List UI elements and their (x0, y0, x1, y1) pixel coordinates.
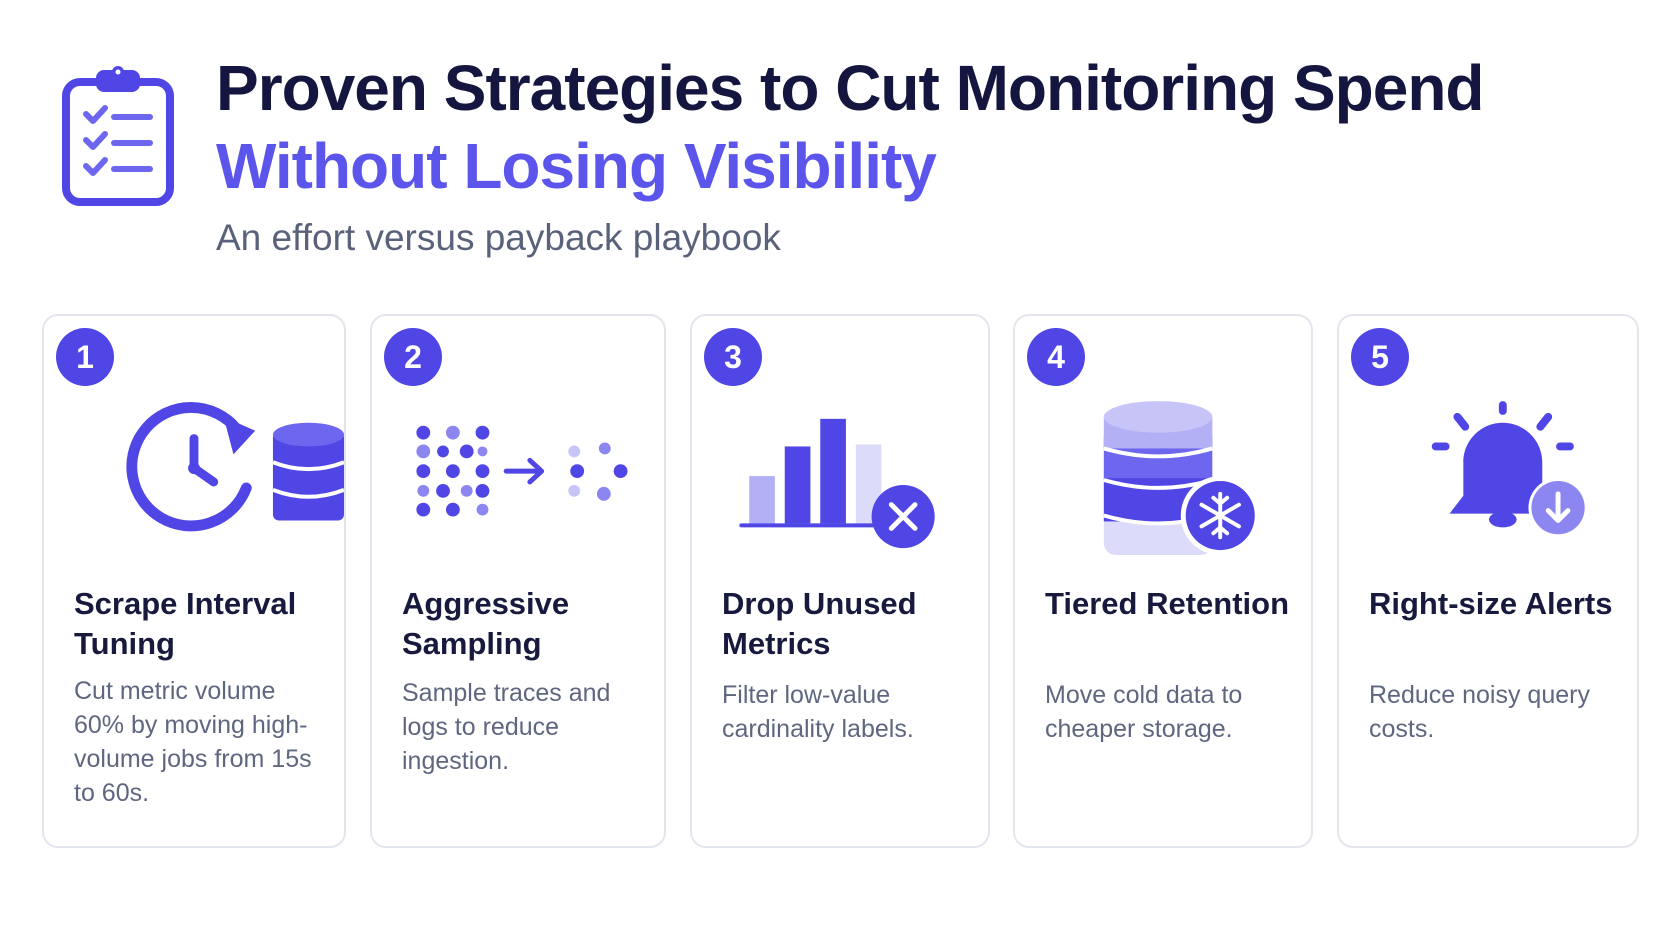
title-line-1: Proven Strategies to Cut Monitoring Spen… (216, 52, 1484, 124)
subtitle: An effort versus payback playbook (216, 217, 781, 258)
card-title: Drop Unused Metrics (722, 586, 917, 661)
sampling-dots-icon (416, 425, 628, 517)
step-number-badge: 2 (384, 328, 442, 386)
bell-down-arrow-icon (1431, 401, 1588, 538)
title-line-2: Without Losing Visibility (216, 130, 937, 202)
checklist-clipboard-icon (62, 66, 174, 206)
strategy-card-4: 4 Tiered Retention Move cold data to che… (1013, 314, 1313, 848)
strategy-card-2: 2 Aggressive Sampling Sample traces and … (370, 314, 666, 848)
card-title: Right-size Alerts (1369, 586, 1613, 621)
card-description: Move cold data to cheaper storage. (1045, 681, 1243, 743)
strategy-card-5: 5 Right-size Alerts Reduce noisy query c… (1337, 314, 1639, 848)
card-title: Tiered Retention (1045, 586, 1290, 621)
step-number-badge: 1 (56, 328, 114, 386)
step-number-badge: 5 (1351, 328, 1409, 386)
card-description: Filter low-value cardinality labels. (722, 681, 914, 743)
step-number-badge: 3 (704, 328, 762, 386)
bar-chart-remove-icon (739, 418, 935, 549)
database-snowflake-icon (1103, 401, 1260, 555)
card-title: Scrape Interval Tuning (74, 586, 297, 661)
clock-refresh-database-icon (126, 402, 344, 532)
card-description: Cut metric volume 60% by moving high-vol… (74, 677, 312, 807)
strategy-card-3: 3 Drop Unused Metrics Filter low-value c… (690, 314, 990, 848)
card-description: Sample traces and logs to reduce ingesti… (402, 679, 611, 775)
strategy-card-1: 1 Scrape Interval Tuning Cut metric volu… (42, 314, 346, 848)
card-title: Aggressive Sampling (402, 586, 570, 661)
step-number-badge: 4 (1027, 328, 1085, 386)
card-description: Reduce noisy query costs. (1369, 681, 1590, 743)
